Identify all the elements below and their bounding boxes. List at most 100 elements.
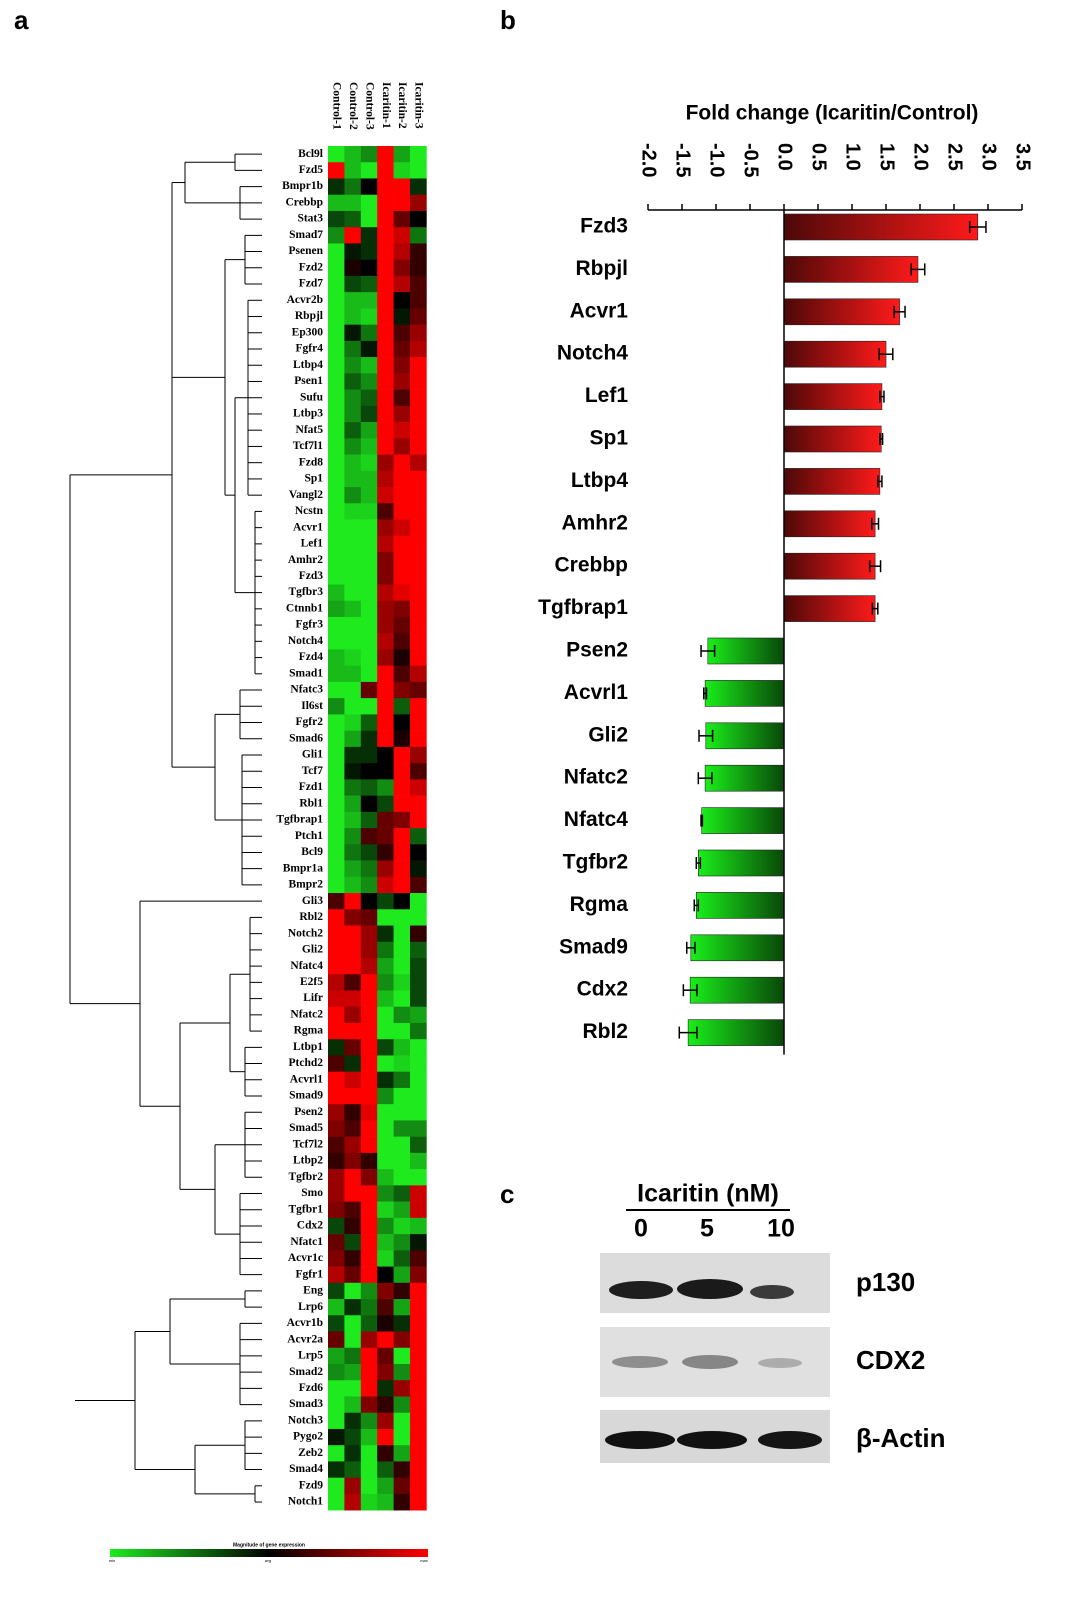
row-label: Smad5 [289, 1122, 323, 1134]
heat-cell [328, 438, 345, 455]
heat-cell [377, 1202, 394, 1219]
heat-cell [361, 1185, 378, 1202]
heat-cell [328, 373, 345, 390]
x-tick-label: -1.5 [672, 143, 694, 177]
heat-cell [394, 1234, 411, 1251]
heat-cell [377, 1185, 394, 1202]
heat-cell [328, 1120, 345, 1137]
heat-cell [394, 1072, 411, 1089]
bar [705, 680, 784, 706]
heat-cell [377, 601, 394, 618]
heat-cell [328, 617, 345, 634]
heat-cell [377, 487, 394, 504]
heat-cell [377, 1169, 394, 1186]
heat-cell [410, 1072, 427, 1089]
heat-cell [328, 779, 345, 796]
heat-cell [328, 1494, 345, 1511]
bar [705, 765, 784, 791]
heat-cell [344, 1120, 361, 1137]
heat-cell [361, 487, 378, 504]
heat-cell [328, 747, 345, 764]
heat-cell [361, 909, 378, 926]
x-tick-label: 1.5 [876, 143, 898, 171]
heat-cell [377, 1478, 394, 1495]
heat-cell [344, 552, 361, 569]
row-label: Smad7 [289, 229, 323, 241]
row-label: Lrp6 [298, 1301, 323, 1313]
heat-cell [377, 844, 394, 861]
heat-cell [361, 325, 378, 342]
row-label: Lifr [303, 992, 323, 1004]
heat-cell [328, 1218, 345, 1235]
heat-cell [410, 1348, 427, 1365]
heat-cell [361, 211, 378, 228]
row-label: Gli1 [302, 749, 323, 761]
heat-cell [328, 698, 345, 715]
row-label: Ltbp3 [293, 408, 323, 420]
heat-cell [344, 308, 361, 325]
heat-cell [394, 747, 411, 764]
bar [784, 468, 880, 494]
bar [702, 808, 784, 834]
heat-cell [328, 1169, 345, 1186]
heat-cell [410, 714, 427, 731]
colorbar-label: avg [265, 1558, 271, 1563]
heat-cell [344, 796, 361, 813]
colorbar-title: Magnitude of gene expression [233, 1542, 305, 1548]
row-label: Eng [303, 1285, 323, 1297]
heat-cell [377, 1315, 394, 1332]
heat-cell [328, 357, 345, 374]
heat-cell [344, 633, 361, 650]
heat-cell [394, 1348, 411, 1365]
heat-cell [328, 308, 345, 325]
heat-cell [344, 1396, 361, 1413]
row-label: Nfatc2 [290, 1008, 323, 1020]
row-label: Acvr1 [293, 521, 323, 533]
row-label: Tcf7l1 [293, 440, 323, 452]
heat-cell [361, 1299, 378, 1316]
heat-cell [361, 926, 378, 943]
heat-cell [377, 1234, 394, 1251]
heat-cell [394, 1039, 411, 1056]
heat-cell [410, 942, 427, 959]
heat-cell [377, 1299, 394, 1316]
bar [708, 638, 784, 664]
heat-cell [410, 877, 427, 894]
row-label: Fzd7 [299, 278, 324, 290]
heat-cell [361, 731, 378, 748]
heat-cell [377, 617, 394, 634]
heat-cell [394, 357, 411, 374]
row-label: Fzd2 [299, 261, 324, 273]
bar [784, 256, 918, 282]
heat-cell [394, 552, 411, 569]
heat-cell [394, 1315, 411, 1332]
heat-cell [361, 1494, 378, 1511]
heat-cell [361, 1120, 378, 1137]
y-tick-label: Ltbp4 [571, 469, 628, 492]
heat-cell [394, 1380, 411, 1397]
heat-cell [394, 1478, 411, 1495]
heat-cell [410, 1332, 427, 1349]
heat-cell [410, 195, 427, 212]
heat-cell [410, 828, 427, 845]
heat-cell [377, 373, 394, 390]
heat-cell [410, 1185, 427, 1202]
heat-cell [377, 390, 394, 407]
heat-cell [361, 844, 378, 861]
row-label: Notch1 [288, 1496, 323, 1508]
heat-cell [328, 1445, 345, 1462]
heat-cell [394, 373, 411, 390]
heat-cell [394, 1494, 411, 1511]
row-label: Lef1 [301, 538, 324, 550]
heat-cell [328, 341, 345, 358]
heat-cell [361, 682, 378, 699]
heat-cell [344, 487, 361, 504]
heat-cell [394, 438, 411, 455]
row-label: Ncstn [295, 505, 324, 517]
heat-cell [410, 779, 427, 796]
heat-cell [394, 487, 411, 504]
heat-cell [344, 926, 361, 943]
heat-cell [394, 666, 411, 683]
heat-cell [394, 1153, 411, 1170]
heat-cell [344, 438, 361, 455]
